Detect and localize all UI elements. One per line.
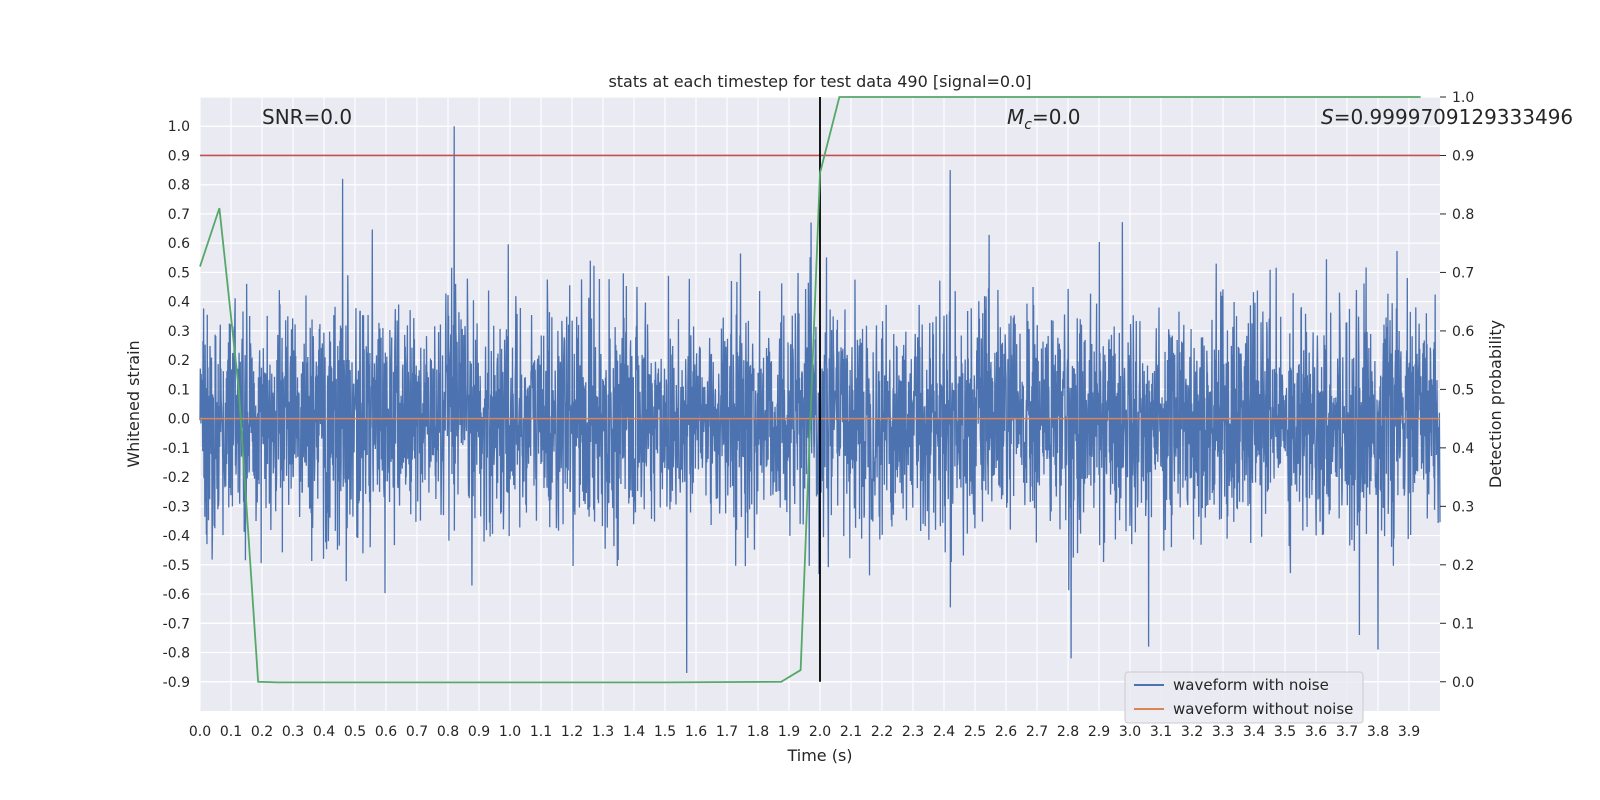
x-axis-label: Time (s) (786, 746, 852, 765)
y-tick-label: -0.1 (163, 441, 190, 457)
x-tick-label: 0.6 (375, 724, 397, 740)
x-tick-label: 2.8 (1057, 724, 1079, 740)
y-axis-label: Whitened strain (124, 340, 143, 467)
x-tick-label: 1.6 (685, 724, 707, 740)
legend-label-noisy: waveform with noise (1173, 676, 1329, 694)
x-tick-label: 1.1 (530, 724, 552, 740)
y-tick-label: 0.7 (168, 207, 190, 223)
x-tick-label: 0.3 (282, 724, 304, 740)
y-tick-labels: 1.0 0.9 0.8 0.7 0.6 0.5 0.4 0.3 0.2 0.1 0.0 -0.1 -0.… (163, 119, 190, 691)
x-tick-label: 0.4 (313, 724, 335, 740)
overlay-lines (199, 96, 1440, 684)
x-tick-label: 2.2 (871, 724, 893, 740)
y-tick-label: 0.1 (168, 382, 190, 398)
x-tick-label: 2.0 (809, 724, 831, 740)
y-tick-label: -0.6 (163, 587, 190, 603)
y2-tick-label: 0.8 (1452, 207, 1474, 223)
y-tick-label: -0.2 (163, 470, 190, 486)
x-tick-label: 3.8 (1367, 724, 1389, 740)
y-tick-label: 0.3 (168, 324, 190, 340)
x-tick-label: 1.8 (747, 724, 769, 740)
y2-tick-label: 0.4 (1452, 441, 1474, 457)
y2-tick-label: 0.1 (1452, 616, 1474, 632)
score-value: =0.9999709129333496 (1334, 105, 1573, 129)
x-tick-label: 3.2 (1181, 724, 1203, 740)
y-tick-label: -0.5 (163, 558, 190, 574)
chart-title: stats at each timestep for test data 490… (608, 72, 1031, 91)
y2-tick-label: 0.0 (1452, 675, 1474, 691)
y-tick-label: 0.6 (168, 236, 190, 252)
x-tick-label: 0.2 (251, 724, 273, 740)
y2-tick-label: 0.2 (1452, 558, 1474, 574)
y-tick-label: -0.3 (163, 499, 190, 515)
y2-tick-label: 0.7 (1452, 265, 1474, 281)
chirp-mass-subscript: c (1024, 117, 1032, 133)
x-tick-label: 3.1 (1150, 724, 1172, 740)
x-tick-label: 0.1 (220, 724, 242, 740)
y2-tick-labels: 1.0 0.9 0.8 0.7 0.6 0.5 0.4 0.3 0.2 0.1 0.0 (1440, 90, 1474, 691)
x-tick-label: 2.9 (1088, 724, 1110, 740)
detection-probability-line (199, 96, 1421, 684)
snr-annotation: SNR=0.0 (262, 105, 352, 129)
x-tick-label: 2.7 (1026, 724, 1048, 740)
legend-label-clean: waveform without noise (1173, 700, 1353, 718)
x-tick-label: 1.4 (623, 724, 645, 740)
y-tick-label: 0.4 (168, 295, 190, 311)
x-tick-label: 3.6 (1305, 724, 1327, 740)
x-tick-label: 3.4 (1243, 724, 1265, 740)
x-tick-label: 2.6 (995, 724, 1017, 740)
x-tick-label: 1.9 (778, 724, 800, 740)
x-tick-label: 0.5 (344, 724, 366, 740)
y-tick-label: 0.2 (168, 353, 190, 369)
y-tick-label: 0.5 (168, 265, 190, 281)
x-tick-label: 2.1 (840, 724, 862, 740)
x-tick-label: 1.3 (592, 724, 614, 740)
chirp-mass-annotation: Mc=0.0 (1007, 105, 1081, 133)
x-tick-label: 3.9 (1398, 724, 1420, 740)
x-tick-label: 1.0 (499, 724, 521, 740)
x-tick-label: 3.0 (1119, 724, 1141, 740)
y-tick-label: 1.0 (168, 119, 190, 135)
y-tick-label: 0.0 (168, 412, 190, 428)
chirp-mass-symbol: M (1007, 105, 1024, 129)
x-tick-label: 2.3 (902, 724, 924, 740)
x-tick-label: 0.8 (437, 724, 459, 740)
x-tick-label: 0.0 (189, 724, 211, 740)
y-tick-label: -0.7 (163, 616, 190, 632)
y-tick-label: -0.8 (163, 646, 190, 662)
y-tick-label: -0.4 (163, 529, 190, 545)
x-tick-label: 0.9 (468, 724, 490, 740)
y-tick-label: -0.9 (163, 675, 190, 691)
x-tick-label: 3.3 (1212, 724, 1234, 740)
y2-axis-label: Detection probability (1486, 320, 1505, 488)
y-tick-label: 0.8 (168, 178, 190, 194)
x-tick-label: 1.2 (561, 724, 583, 740)
x-tick-labels: 0.0 0.1 0.2 0.3 0.4 0.5 0.6 0.7 0.8 0.9 1.0 1.1 1.2 1… (189, 724, 1420, 740)
x-tick-label: 3.7 (1336, 724, 1358, 740)
y2-tick-label: 1.0 (1452, 90, 1474, 106)
x-tick-label: 1.5 (654, 724, 676, 740)
x-tick-label: 1.7 (716, 724, 738, 740)
chirp-mass-value: =0.0 (1032, 105, 1081, 129)
x-tick-label: 3.5 (1274, 724, 1296, 740)
x-tick-label: 2.5 (964, 724, 986, 740)
legend-box (1124, 671, 1364, 724)
y2-tick-label: 0.9 (1452, 148, 1474, 164)
y2-tick-label: 0.6 (1452, 324, 1474, 340)
score-symbol: S (1321, 105, 1334, 129)
y2-tick-label: 0.3 (1452, 499, 1474, 515)
score-annotation: S=0.9999709129333496 (1321, 105, 1573, 129)
y2-tick-label: 0.5 (1452, 382, 1474, 398)
x-tick-label: 2.4 (933, 724, 955, 740)
y-tick-label: 0.9 (168, 148, 190, 164)
legend: waveform with noise waveform without noi… (1124, 671, 1364, 724)
x-tick-label: 0.7 (406, 724, 428, 740)
